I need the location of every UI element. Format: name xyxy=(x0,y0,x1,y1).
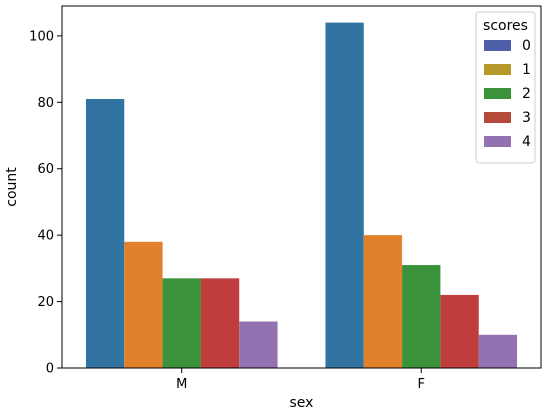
bar-M-score-2 xyxy=(162,278,201,368)
bar-F-score-1 xyxy=(363,235,403,368)
bar-F-score-2 xyxy=(402,265,441,368)
bar-M-score-4 xyxy=(239,321,278,368)
y-axis-label: count xyxy=(4,167,20,207)
bar-M-score-1 xyxy=(124,241,163,368)
y-tick-label-100: 100 xyxy=(29,29,54,44)
bar-M-score-0 xyxy=(85,98,125,369)
legend-label-0: 0 xyxy=(522,38,531,54)
legend-label-2: 2 xyxy=(522,86,531,102)
bar-F-score-4 xyxy=(478,334,518,368)
bar-M-score-3 xyxy=(200,278,240,368)
y-tick-label-60: 60 xyxy=(37,162,54,177)
legend-swatch-0 xyxy=(484,40,511,51)
y-tick-label-80: 80 xyxy=(37,96,54,111)
legend-label-3: 3 xyxy=(522,110,531,126)
legend-swatch-4 xyxy=(484,136,511,147)
x-tick-label-F: F xyxy=(418,377,425,392)
legend-swatch-2 xyxy=(484,88,511,99)
legend-title: scores xyxy=(483,18,528,34)
legend-label-1: 1 xyxy=(522,62,531,78)
plot-frame xyxy=(61,5,542,369)
y-tick-label-40: 40 xyxy=(37,229,54,244)
y-tick-label-20: 20 xyxy=(37,295,54,310)
legend-label-4: 4 xyxy=(522,134,531,150)
legend-swatch-1 xyxy=(484,64,511,75)
bars-group xyxy=(85,22,518,369)
x-tick-label-M: M xyxy=(176,377,187,392)
bar-F-score-0 xyxy=(325,22,364,369)
bar-F-score-3 xyxy=(440,294,479,368)
y-tick-label-0: 0 xyxy=(46,362,54,377)
legend: scores 0 1 2 3 4 xyxy=(475,11,536,164)
x-axis-label: sex xyxy=(290,395,314,411)
legend-swatch-3 xyxy=(484,112,511,123)
